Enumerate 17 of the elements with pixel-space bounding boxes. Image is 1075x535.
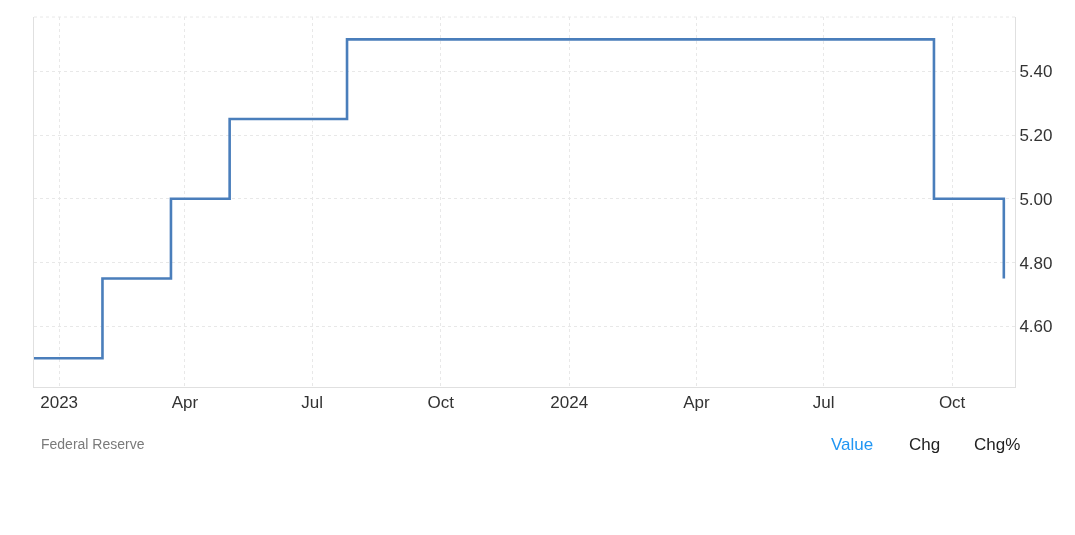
text: Federal Reserve [41, 436, 145, 452]
x-tick-label: Oct [938, 393, 966, 413]
x-tick-label: Jul [812, 393, 835, 413]
x-tick-label: Apr [683, 393, 710, 413]
y-tick-label: 5.40 [1019, 62, 1053, 82]
y-tick-label: 5.20 [1019, 125, 1053, 145]
y-tick-label: 5.00 [1019, 189, 1053, 209]
text: Value [831, 435, 874, 454]
y-tick-label: 4.60 [1019, 317, 1053, 337]
y-tick-label: 4.80 [1019, 253, 1053, 273]
text: Chg% [974, 435, 1021, 454]
x-tick-label: Oct [427, 393, 455, 413]
x-tick-label: 2024 [550, 393, 589, 413]
x-tick-label: Jul [301, 393, 323, 413]
x-tick-label: Apr [171, 393, 199, 413]
text: Chg [909, 435, 941, 454]
x-tick-label: 2023 [40, 393, 79, 413]
